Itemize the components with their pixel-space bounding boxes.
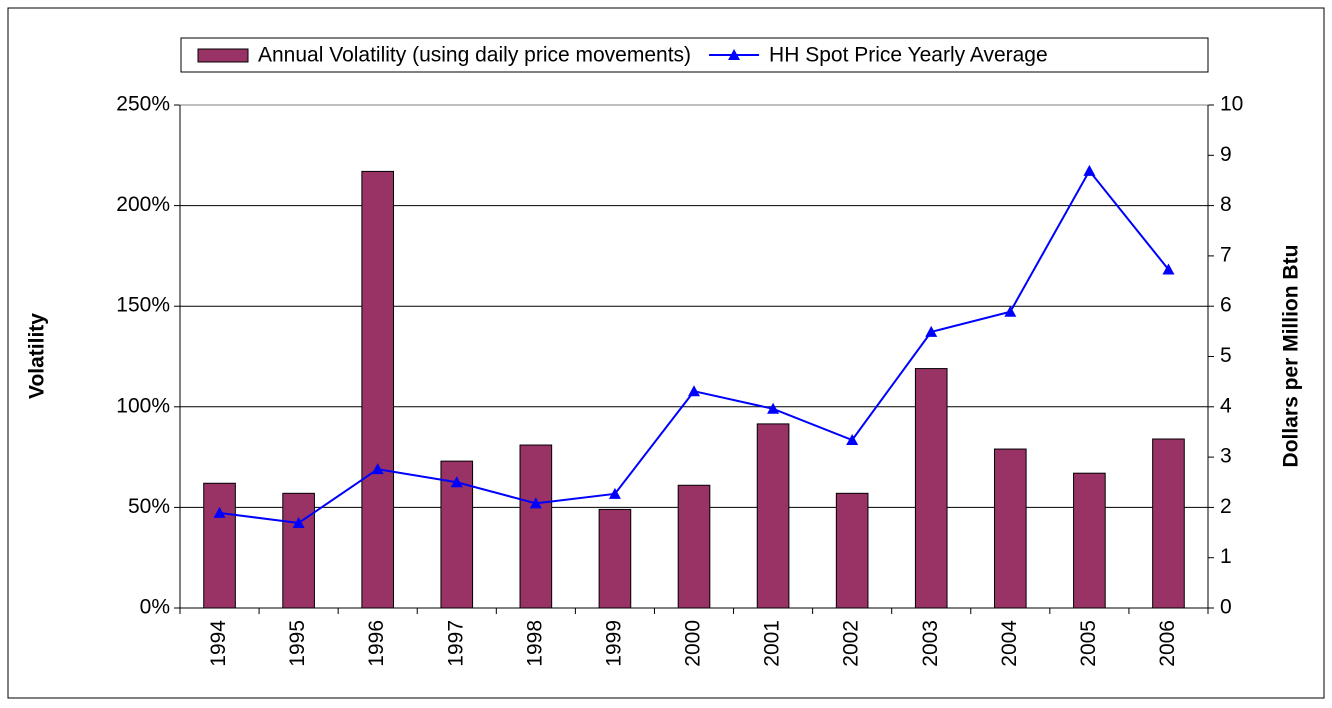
line-marker	[529, 497, 542, 509]
line-marker	[608, 487, 621, 499]
line-marker	[767, 402, 780, 414]
line-marker	[1004, 305, 1017, 317]
x-tick-label: 1999	[602, 620, 625, 667]
line-marker	[1162, 263, 1175, 275]
y2-tick-label: 6	[1220, 294, 1232, 317]
y-axis-title: Volatility	[26, 313, 49, 399]
y-tick-label: 50%	[128, 495, 170, 518]
x-tick-label: 2002	[840, 620, 863, 667]
bar	[1073, 472, 1106, 609]
legend-label: HH Spot Price Yearly Average	[769, 44, 1048, 67]
x-tick-label: 2006	[1156, 620, 1179, 667]
x-tick-label: 1995	[286, 620, 309, 667]
line-marker	[450, 476, 463, 488]
legend-marker	[728, 49, 741, 60]
bar	[677, 484, 711, 609]
x-tick-label: 2000	[682, 620, 705, 667]
y2-tick-label: 3	[1220, 445, 1232, 468]
bar	[756, 423, 790, 609]
x-tick-label: 1997	[444, 620, 467, 667]
x-tick-label: 2005	[1077, 620, 1100, 667]
y-tick-label: 250%	[116, 93, 170, 116]
y2-tick-label: 8	[1220, 193, 1232, 216]
x-tick-label: 1998	[523, 620, 546, 667]
y2-tick-label: 4	[1220, 394, 1232, 417]
line-marker	[213, 506, 226, 518]
y2-tick-label: 0	[1220, 596, 1232, 619]
bar	[282, 492, 315, 609]
line-marker	[292, 516, 305, 528]
legend-label: Annual Volatility (using daily price mov…	[258, 44, 691, 67]
line-marker	[688, 385, 700, 397]
y2-axis-title: Dollars per Million Btu	[1280, 245, 1303, 468]
y2-tick-label: 2	[1220, 495, 1232, 518]
line-marker	[371, 463, 384, 475]
bar	[519, 444, 553, 609]
x-tick-label: 1994	[207, 620, 230, 667]
y-tick-label: 100%	[116, 394, 170, 417]
line-marker	[1083, 164, 1096, 176]
y2-tick-label: 5	[1220, 344, 1232, 367]
y2-tick-label: 7	[1220, 243, 1232, 266]
bar	[598, 508, 632, 609]
y2-tick-label: 10	[1220, 93, 1243, 116]
y2-tick-label: 9	[1220, 143, 1232, 166]
legend-swatch	[197, 48, 249, 63]
x-tick-label: 2004	[998, 620, 1021, 667]
bar	[914, 368, 948, 609]
y-tick-label: 150%	[116, 294, 170, 317]
y-tick-label: 200%	[116, 193, 170, 216]
y-tick-label: 0%	[140, 596, 170, 619]
line-marker	[925, 325, 938, 337]
y2-tick-label: 1	[1220, 545, 1232, 568]
x-tick-label: 1996	[365, 620, 388, 667]
x-tick-label: 2001	[761, 620, 784, 667]
x-tick-label: 2003	[919, 620, 942, 667]
bar	[1152, 438, 1185, 609]
bar	[361, 170, 395, 609]
bar	[203, 482, 236, 609]
bar	[835, 492, 869, 609]
bar	[993, 448, 1027, 609]
legend-box	[180, 37, 1209, 73]
line-marker	[846, 433, 859, 445]
